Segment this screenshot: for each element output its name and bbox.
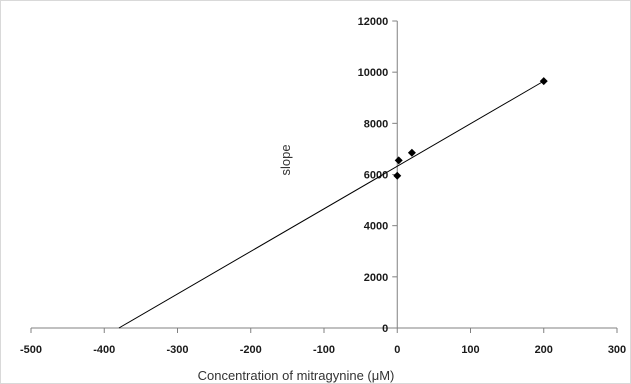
- x-tick-label: 0: [394, 344, 400, 356]
- data-points: [393, 77, 548, 180]
- linear-trendline: [118, 80, 545, 329]
- y-axis-title: slope: [278, 144, 293, 175]
- x-tick-label: 300: [608, 344, 626, 356]
- x-tick-label: -300: [166, 344, 188, 356]
- y-tick-label: 2000: [364, 272, 388, 284]
- axes: [31, 21, 617, 329]
- y-tick-label: 8000: [364, 118, 388, 130]
- y-tick-label: 6000: [364, 170, 388, 182]
- tick-labels: -500 -400 -300 -200 -100 0 100 200 300 0 2000 4000 6…: [20, 16, 626, 356]
- y-tick-label: 12000: [358, 16, 389, 28]
- x-tick-label: 200: [535, 344, 553, 356]
- data-point-diamond: [407, 148, 416, 157]
- y-tick-label: 4000: [364, 221, 388, 233]
- x-tick-label: -200: [240, 344, 262, 356]
- data-point-diamond: [393, 171, 402, 180]
- x-tick-label: 100: [461, 344, 479, 356]
- x-tick-label: -400: [93, 344, 115, 356]
- tick-marks: [30, 20, 618, 333]
- y-tick-label: 0: [382, 323, 388, 335]
- x-axis-title: Concentration of mitragynine (μM): [198, 368, 395, 383]
- x-tick-label: -100: [313, 344, 335, 356]
- x-tick-label: -500: [20, 344, 42, 356]
- data-point-diamond: [539, 77, 548, 86]
- trendline-layer: [118, 80, 545, 329]
- y-tick-label: 10000: [358, 67, 389, 79]
- data-point-diamond: [394, 156, 403, 165]
